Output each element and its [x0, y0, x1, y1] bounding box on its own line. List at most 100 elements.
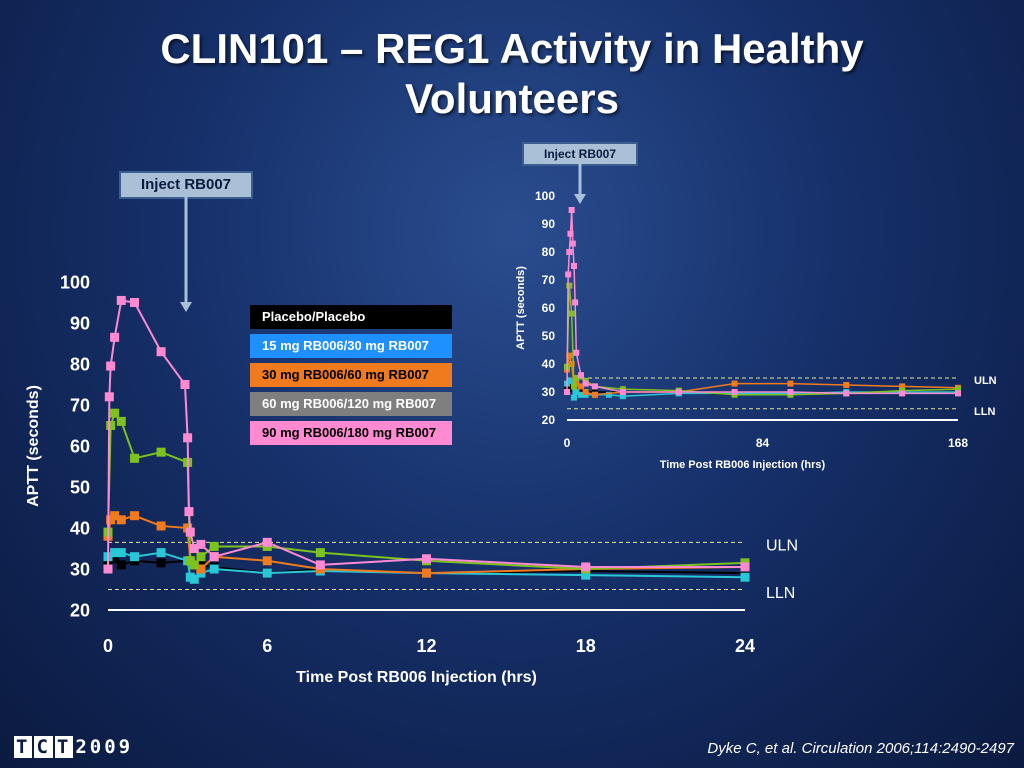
main-series-4-point [422, 554, 431, 564]
main-series-4-point [156, 347, 166, 357]
main-series-4-point [184, 507, 194, 517]
inset-y-tick-label: 50 [542, 329, 556, 343]
inset-y-tick-label: 80 [542, 245, 556, 259]
main-series-1-point [209, 564, 219, 574]
inset-series-1-point [605, 391, 612, 398]
inset-y-tick-label: 90 [542, 217, 556, 231]
main-series-1-point [156, 548, 166, 558]
slide-title: CLIN101 – REG1 Activity in Healthy Volun… [0, 24, 1024, 124]
inset-series-2-point [899, 383, 906, 390]
main-series-4-point [106, 361, 116, 371]
citation: Dyke C, et al. Circulation 2006;114:2490… [707, 740, 1014, 757]
main-x-axis-label: Time Post RB006 Injection (hrs) [296, 669, 537, 686]
inset-series-4-point [843, 390, 850, 397]
main-series-4-point [110, 332, 120, 342]
main-series-2-point [156, 521, 166, 531]
inset-series-2-point [566, 352, 573, 359]
inset-series-1-point [619, 393, 626, 400]
inset-series-1-point [573, 389, 580, 395]
main-x-tick-label: 18 [576, 636, 596, 656]
inset-series-2-point [843, 382, 850, 388]
main-series-4-point [104, 392, 114, 402]
main-series-3-point [130, 453, 140, 463]
main-series-3-point [110, 408, 120, 418]
main-series-0-point [110, 554, 120, 564]
inset-x-tick-label: 84 [756, 436, 770, 450]
main-series-4-point [103, 564, 113, 574]
inset-x-tick-label: 168 [948, 436, 968, 450]
inset-series-4-point [567, 230, 574, 237]
inset-series-4-point [619, 389, 626, 395]
inset-series-2-point [787, 380, 794, 387]
inset-series-4-point [955, 390, 961, 397]
inset-series-4-point [566, 249, 573, 255]
main-series-3-point [209, 541, 219, 551]
legend-item-30mg: 30 mg RB006/60 mg RB007 [250, 363, 452, 387]
main-y-tick-label: 90 [70, 313, 90, 333]
main-series-1-point [116, 548, 126, 558]
main-series-1-point [740, 572, 750, 582]
inset-series-3-point [955, 386, 961, 393]
inset-series-4-point [787, 389, 794, 395]
inset-y-tick-label: 40 [542, 357, 556, 371]
main-series-2-point [130, 511, 140, 521]
main-y-tick-label: 80 [70, 354, 90, 374]
legend-item-15mg: 15 mg RB006/30 mg RB007 [250, 334, 452, 358]
inset-ref-label-lln: LLN [974, 406, 995, 418]
main-y-tick-label: 40 [70, 518, 90, 538]
main-series-3-point [189, 560, 199, 570]
inset-series-4-point [572, 299, 579, 306]
inset-series-2-point [582, 389, 589, 395]
main-series-3-point [106, 421, 116, 430]
main-y-tick-label: 60 [70, 436, 90, 456]
main-series-3-point [196, 552, 206, 562]
inset-series-4-point [569, 240, 576, 247]
inset-series-4-point [582, 380, 589, 387]
main-series-1-point [262, 568, 272, 578]
main-series-3-point [315, 548, 325, 558]
main-y-tick-label: 50 [70, 477, 90, 497]
inset-series-3-point [570, 383, 577, 390]
main-series-2-point [422, 568, 431, 578]
main-ref-label-uln: ULN [766, 538, 798, 555]
main-series-4-point [130, 298, 140, 307]
main-series-4-point [189, 544, 199, 553]
inset-series-4-point [573, 349, 580, 356]
main-series-4-point [183, 433, 193, 443]
legend-item-placebo: Placebo/Placebo [250, 305, 452, 329]
inset-y-tick-label: 100 [535, 189, 555, 203]
inset-series-1-point [568, 377, 575, 384]
inset-series-4-point [564, 389, 570, 395]
inset-series-4-point [591, 383, 598, 390]
main-series-1-point [189, 574, 199, 584]
inset-series-3-point [573, 375, 580, 381]
inset-series-line-4 [566, 209, 958, 395]
main-series-2-point [262, 556, 272, 566]
tct-logo: T C T 2009 [14, 736, 134, 758]
main-inject-arrow-head [180, 302, 192, 312]
inset-inject-arrow-head [574, 194, 586, 204]
inset-ref-label-uln: ULN [974, 375, 997, 387]
main-series-2-point [196, 564, 206, 574]
inset-series-3-point [568, 310, 575, 317]
main-series-1-point [110, 548, 120, 558]
main-series-2-point [110, 511, 120, 521]
slide-title-line2: Volunteers [405, 75, 619, 122]
legend-item-90mg: 90 mg RB006/180 mg RB007 [250, 421, 452, 445]
inset-series-4-point [570, 263, 577, 269]
main-series-4-point [262, 537, 272, 547]
inset-series-3-point [566, 282, 573, 289]
main-x-tick-label: 12 [416, 636, 436, 656]
main-y-tick-label: 100 [60, 272, 90, 292]
main-series-4-point [180, 380, 190, 389]
main-series-4-point [116, 295, 126, 305]
main-series-0-point [156, 558, 166, 568]
main-ref-label-lln: LLN [766, 585, 795, 602]
inset-y-axis-label: APTT (seconds) [515, 266, 527, 350]
main-series-1-point [581, 570, 591, 580]
inset-series-2-point [568, 361, 575, 367]
main-series-4-point [196, 539, 206, 549]
inset-series-2-point [577, 383, 584, 390]
main-y-axis-label: APTT (seconds) [25, 385, 42, 507]
